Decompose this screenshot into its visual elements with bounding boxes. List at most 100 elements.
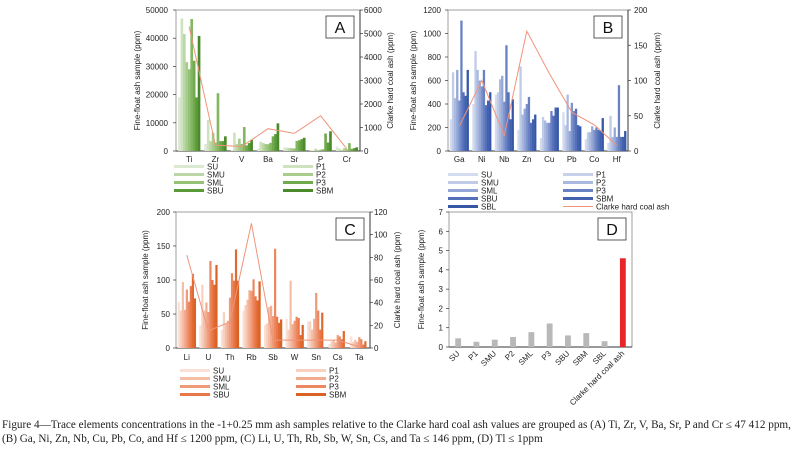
bar-p3 (546, 323, 553, 347)
bar-sbu (189, 286, 193, 348)
bar-sml (267, 307, 271, 348)
legend-label: SML (481, 187, 498, 196)
bar-su (178, 97, 181, 151)
y-tick-label: 100 (157, 276, 171, 285)
x-tick-label: Ga (454, 155, 465, 164)
bar-p2 (190, 19, 194, 151)
y-tick-label: 0 (166, 344, 171, 353)
bar-su (494, 94, 498, 151)
bar-p1 (478, 80, 481, 151)
bar-smu (265, 323, 269, 348)
bar-sbl (466, 69, 469, 151)
y-tick-label: 40000 (146, 34, 169, 43)
bar-s9 (193, 298, 197, 348)
bar-sbm (221, 141, 225, 151)
legend-label: P3 (316, 179, 326, 188)
y2-tick-label: 100 (374, 231, 388, 240)
bar-p1 (187, 69, 191, 151)
legend-label: P3 (329, 383, 339, 392)
bar-smu (259, 141, 263, 151)
y2-tick-label: 4000 (364, 53, 382, 62)
bar-sml (354, 339, 357, 348)
y2-axis-label: Clarke hard coal ash (ppm) (393, 231, 402, 328)
x-tick-label: SMU (479, 349, 498, 368)
y2-tick-label: 60 (374, 276, 383, 285)
bar-sml (224, 323, 228, 348)
bar-su (230, 150, 234, 151)
bar-smu (233, 132, 236, 151)
legend-label: Clarke hard coal ash (596, 203, 669, 212)
y-tick-label: 20000 (146, 91, 169, 100)
bar-p1 (266, 144, 270, 151)
bar-sbl (556, 107, 559, 151)
y2-tick-label: 3000 (364, 77, 382, 86)
legend-label: P1 (329, 367, 339, 376)
x-tick-label: Li (184, 353, 190, 362)
bar-su (307, 321, 310, 348)
bar-smu (451, 72, 455, 151)
bar-su (607, 142, 610, 151)
legend-swatch (448, 173, 478, 176)
bar-p3 (324, 133, 327, 151)
bar-smu (309, 321, 312, 348)
bar-sbu (574, 108, 578, 151)
y-tick-label: 4 (439, 266, 444, 275)
legend-swatch (180, 393, 210, 396)
bar-p2 (185, 289, 188, 348)
bar-sbu (316, 150, 320, 151)
bar-p1 (226, 320, 230, 348)
bar-p1 (319, 149, 322, 151)
legend-label: SBM (329, 391, 347, 400)
y2-tick-label: 0 (634, 147, 639, 156)
y-tick-label: 400 (428, 100, 442, 109)
bar-p2 (228, 297, 232, 348)
x-tick-label: Ni (478, 155, 486, 164)
bar-sbu (297, 318, 300, 348)
legend-swatch (448, 197, 478, 200)
legend-swatch (174, 173, 204, 176)
bar-sbm (599, 131, 602, 151)
y2-tick-label: 120 (374, 208, 388, 217)
legend-swatch (563, 173, 593, 176)
bar-p1 (546, 122, 549, 151)
bar-su (283, 147, 286, 151)
bar-su (204, 143, 208, 151)
bar-su (263, 324, 267, 348)
y-tick-label: 6 (439, 227, 444, 236)
bar-p2 (242, 127, 246, 151)
bar-su (449, 119, 453, 151)
y2-tick-label: 5000 (364, 30, 382, 39)
clarke-line (188, 26, 348, 150)
y-tick-label: 3 (439, 285, 444, 294)
y-tick-label: 5 (439, 247, 444, 256)
bar-sbu (484, 105, 488, 151)
bar-smu (287, 329, 290, 348)
bar-p3 (617, 85, 621, 151)
bar-smu (244, 305, 247, 348)
panel-label: B (603, 20, 614, 37)
y2-tick-label: 50 (634, 112, 643, 121)
bar-p3 (482, 69, 486, 151)
bar-su (328, 343, 331, 348)
bar-s9 (236, 280, 240, 348)
legend-label: SBL (481, 203, 497, 212)
bar-s9 (301, 324, 304, 348)
bar-p2 (321, 149, 325, 151)
bar-p3 (595, 127, 598, 151)
y-tick-label: 10000 (146, 119, 169, 128)
legend-label: SMU (481, 179, 499, 188)
bar-p2 (336, 335, 339, 348)
x-tick-label: Th (225, 353, 234, 362)
bar-p2 (480, 86, 483, 151)
y2-tick-label: 40 (374, 299, 383, 308)
legend-label: SML (207, 179, 224, 188)
bar-sbm (326, 142, 330, 151)
panel-label-box (325, 15, 355, 39)
legend-swatch (283, 181, 313, 184)
bar-p1 (313, 318, 316, 348)
legend-label: SMU (213, 375, 231, 384)
bar-sbl (489, 92, 492, 151)
